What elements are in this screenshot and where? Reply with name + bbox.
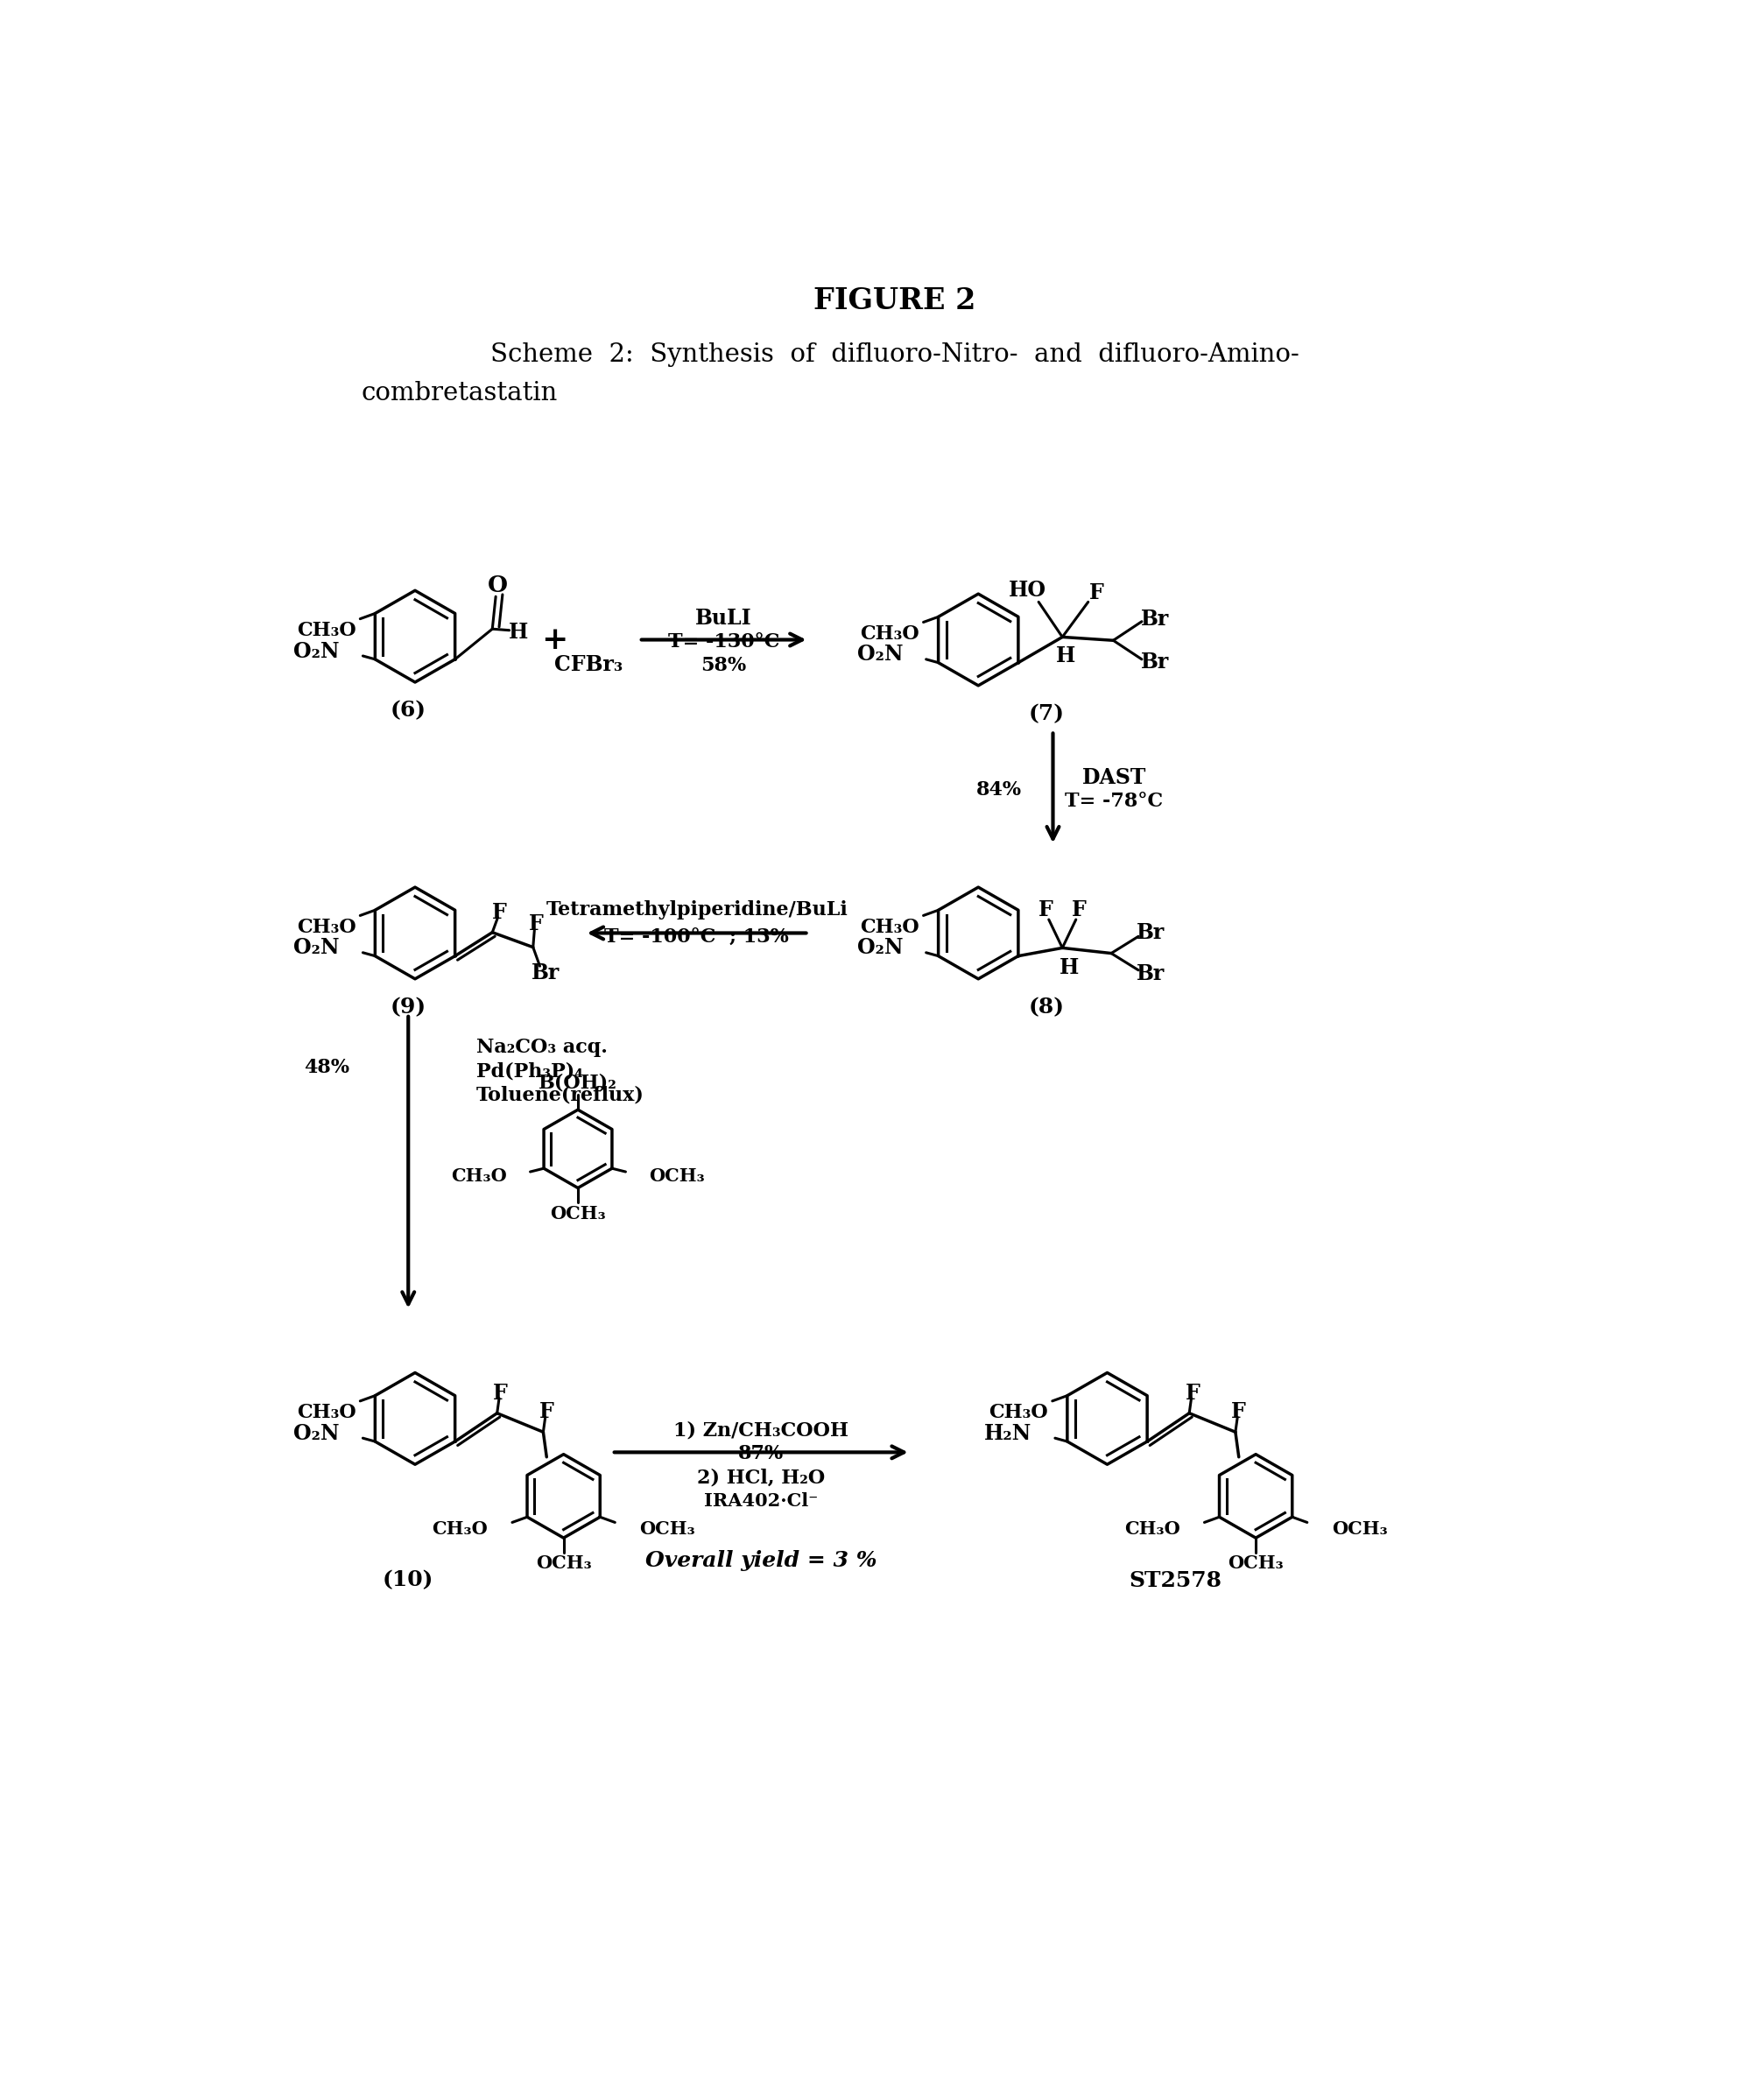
Text: DAST: DAST <box>1083 766 1145 788</box>
Text: (9): (9) <box>391 997 426 1018</box>
Text: F: F <box>492 901 506 922</box>
Text: (8): (8) <box>1028 997 1063 1018</box>
Text: H: H <box>508 622 527 643</box>
Text: Br: Br <box>1142 651 1170 672</box>
Text: CH₃O: CH₃O <box>297 622 356 640</box>
Text: B(OH)₂: B(OH)₂ <box>538 1073 618 1092</box>
Text: T= -78°C: T= -78°C <box>1065 792 1163 811</box>
Text: CH₃O: CH₃O <box>1124 1520 1180 1537</box>
Text: Br: Br <box>531 962 559 983</box>
Text: 48%: 48% <box>304 1058 349 1077</box>
Text: BuLI: BuLI <box>695 607 753 628</box>
Text: CH₃O: CH₃O <box>988 1403 1048 1422</box>
Text: F: F <box>1186 1382 1200 1403</box>
Text: H: H <box>1060 958 1079 979</box>
Text: Br: Br <box>1137 964 1165 985</box>
Text: Toluene(reflux): Toluene(reflux) <box>477 1086 644 1105</box>
Text: T= -130°C: T= -130°C <box>669 632 779 651</box>
Text: Overall yield = 3 %: Overall yield = 3 % <box>646 1550 876 1571</box>
Text: Scheme  2:  Synthesis  of  difluoro-Nitro-  and  difluoro-Amino-: Scheme 2: Synthesis of difluoro-Nitro- a… <box>491 342 1299 367</box>
Text: H₂N: H₂N <box>985 1424 1032 1445</box>
Text: 84%: 84% <box>976 781 1021 800</box>
Text: HO: HO <box>1007 580 1046 601</box>
Text: OCH₃: OCH₃ <box>1227 1554 1283 1573</box>
Text: CH₃O: CH₃O <box>450 1168 506 1184</box>
Text: 1) Zn/CH₃COOH: 1) Zn/CH₃COOH <box>674 1422 849 1441</box>
Text: Br: Br <box>1137 922 1165 943</box>
Text: OCH₃: OCH₃ <box>639 1520 695 1537</box>
Text: Br: Br <box>1142 609 1170 630</box>
Text: O₂N: O₂N <box>857 645 903 666</box>
Text: IRA402·Cl⁻: IRA402·Cl⁻ <box>704 1493 819 1510</box>
Text: CH₃O: CH₃O <box>861 624 920 643</box>
Text: F: F <box>1072 899 1086 920</box>
Text: O₂N: O₂N <box>293 640 340 662</box>
Text: (7): (7) <box>1028 704 1063 724</box>
Text: O₂N: O₂N <box>293 937 340 958</box>
Text: (10): (10) <box>382 1571 433 1592</box>
Text: CH₃O: CH₃O <box>861 918 920 937</box>
Text: F: F <box>1231 1401 1247 1422</box>
Text: O: O <box>487 573 508 596</box>
Text: CFBr₃: CFBr₃ <box>553 655 622 676</box>
Text: 58%: 58% <box>700 655 747 674</box>
Text: O₂N: O₂N <box>857 937 903 958</box>
Text: Pd(Ph₃P)₄: Pd(Ph₃P)₄ <box>477 1063 583 1082</box>
Text: Na₂CO₃ acq.: Na₂CO₃ acq. <box>477 1037 608 1056</box>
Text: F: F <box>1039 899 1053 920</box>
Text: O₂N: O₂N <box>293 1424 340 1445</box>
Text: F: F <box>1090 582 1103 603</box>
Text: OCH₃: OCH₃ <box>550 1205 606 1222</box>
Text: F: F <box>540 1401 553 1422</box>
Text: OCH₃: OCH₃ <box>1332 1520 1388 1537</box>
Text: T= -100°C  ; 13%: T= -100°C ; 13% <box>604 926 789 947</box>
Text: ST2578: ST2578 <box>1128 1571 1222 1592</box>
Text: CH₃O: CH₃O <box>297 918 356 937</box>
Text: CH₃O: CH₃O <box>431 1520 487 1537</box>
Text: F: F <box>529 913 543 934</box>
Text: combretastatin: combretastatin <box>361 382 557 405</box>
Text: F: F <box>492 1382 508 1403</box>
Text: (6): (6) <box>391 699 426 720</box>
Text: OCH₃: OCH₃ <box>536 1554 592 1573</box>
Text: +: + <box>541 626 567 655</box>
Text: H: H <box>1056 645 1076 666</box>
Text: 2) HCl, H₂O: 2) HCl, H₂O <box>697 1468 826 1487</box>
Text: FIGURE 2: FIGURE 2 <box>814 286 976 315</box>
Text: 87%: 87% <box>739 1445 784 1464</box>
Text: OCH₃: OCH₃ <box>650 1168 705 1184</box>
Text: CH₃O: CH₃O <box>297 1403 356 1422</box>
Text: Tetramethylpiperidine/BuLi: Tetramethylpiperidine/BuLi <box>546 899 847 920</box>
